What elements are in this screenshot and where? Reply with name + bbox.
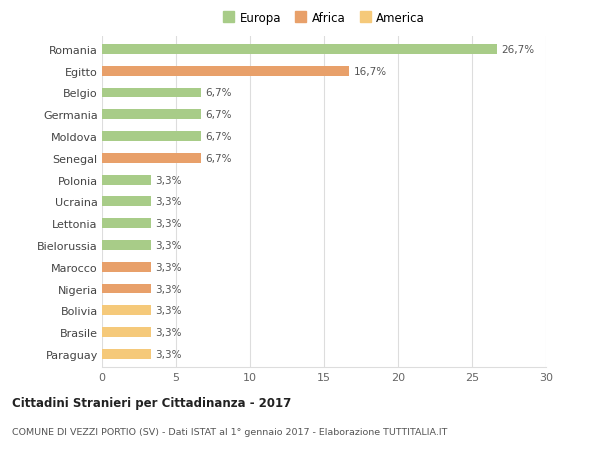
Text: 3,3%: 3,3% [155, 306, 182, 316]
Bar [102, 110, 201, 120]
Bar [102, 219, 151, 229]
Text: COMUNE DI VEZZI PORTIO (SV) - Dati ISTAT al 1° gennaio 2017 - Elaborazione TUTTI: COMUNE DI VEZZI PORTIO (SV) - Dati ISTAT… [12, 427, 448, 436]
Text: 3,3%: 3,3% [155, 284, 182, 294]
Text: Cittadini Stranieri per Cittadinanza - 2017: Cittadini Stranieri per Cittadinanza - 2… [12, 396, 291, 409]
Text: 6,7%: 6,7% [206, 88, 232, 98]
Bar [102, 262, 151, 272]
Bar [102, 306, 151, 316]
Text: 16,7%: 16,7% [353, 67, 387, 77]
Bar [102, 88, 201, 98]
Bar [102, 154, 201, 163]
Bar [102, 67, 349, 76]
Bar [102, 284, 151, 294]
Text: 6,7%: 6,7% [206, 110, 232, 120]
Bar [102, 197, 151, 207]
Text: 3,3%: 3,3% [155, 241, 182, 251]
Text: 26,7%: 26,7% [502, 45, 535, 55]
Text: 3,3%: 3,3% [155, 197, 182, 207]
Text: 3,3%: 3,3% [155, 218, 182, 229]
Bar [102, 241, 151, 250]
Text: 3,3%: 3,3% [155, 349, 182, 359]
Bar [102, 45, 497, 55]
Bar [102, 132, 201, 142]
Bar [102, 175, 151, 185]
Bar [102, 349, 151, 359]
Legend: Europa, Africa, America: Europa, Africa, America [221, 10, 427, 28]
Bar [102, 328, 151, 337]
Text: 3,3%: 3,3% [155, 175, 182, 185]
Text: 3,3%: 3,3% [155, 327, 182, 337]
Text: 6,7%: 6,7% [206, 132, 232, 142]
Text: 6,7%: 6,7% [206, 153, 232, 163]
Text: 3,3%: 3,3% [155, 262, 182, 272]
